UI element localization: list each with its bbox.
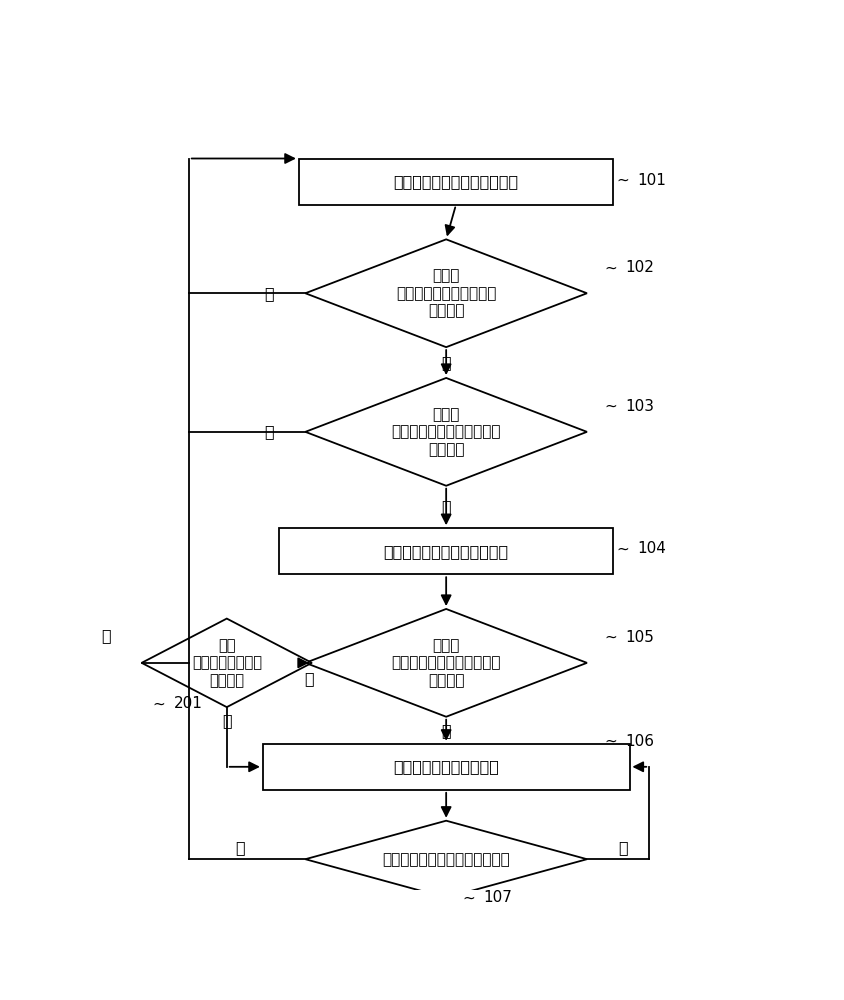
Polygon shape bbox=[305, 609, 587, 717]
Text: ~: ~ bbox=[616, 541, 629, 556]
Text: 是: 是 bbox=[235, 840, 245, 855]
Text: 获取该空调器的冷湿运行时间: 获取该空调器的冷湿运行时间 bbox=[383, 544, 508, 559]
Polygon shape bbox=[305, 239, 587, 347]
Text: 106: 106 bbox=[625, 734, 654, 749]
Text: 控制空调器进入除露模式: 控制空调器进入除露模式 bbox=[392, 759, 499, 774]
Text: 101: 101 bbox=[636, 173, 665, 188]
Text: ~: ~ bbox=[604, 630, 617, 645]
Text: 是: 是 bbox=[222, 713, 231, 728]
Text: 否: 否 bbox=[304, 671, 313, 686]
Polygon shape bbox=[305, 821, 587, 898]
Text: ~: ~ bbox=[604, 399, 617, 414]
Text: 103: 103 bbox=[625, 399, 654, 414]
Text: 检测
空调器是否转变为
关机模式: 检测 空调器是否转变为 关机模式 bbox=[192, 638, 262, 688]
Text: 检测当前环境的空气相对湿度: 检测当前环境的空气相对湿度 bbox=[393, 174, 518, 189]
Polygon shape bbox=[305, 378, 587, 486]
Text: 否: 否 bbox=[100, 628, 111, 643]
Text: 是: 是 bbox=[441, 723, 451, 738]
Text: 判断该
冷湿运行时间是否大于第一
预设时间: 判断该 冷湿运行时间是否大于第一 预设时间 bbox=[391, 638, 500, 688]
Text: 是: 是 bbox=[441, 355, 451, 370]
Bar bbox=[279, 528, 613, 574]
Text: 判断空
调器是否工作在制冷模式或
除湿模式: 判断空 调器是否工作在制冷模式或 除湿模式 bbox=[391, 407, 500, 457]
Text: 否: 否 bbox=[264, 424, 273, 439]
Text: 201: 201 bbox=[174, 696, 203, 711]
Text: ~: ~ bbox=[462, 890, 474, 905]
Bar bbox=[262, 744, 629, 790]
Text: 107: 107 bbox=[483, 890, 511, 905]
Text: ~: ~ bbox=[153, 696, 165, 711]
Text: ~: ~ bbox=[604, 260, 617, 275]
Text: 否: 否 bbox=[264, 286, 273, 301]
Bar bbox=[299, 159, 613, 205]
Text: ~: ~ bbox=[616, 173, 629, 188]
Text: 判断空调器的除露模式是否结束: 判断空调器的除露模式是否结束 bbox=[381, 852, 510, 867]
Text: 判断上
述空气相对湿度是否大于
预设湿度: 判断上 述空气相对湿度是否大于 预设湿度 bbox=[396, 268, 495, 318]
Text: 否: 否 bbox=[618, 840, 627, 855]
Polygon shape bbox=[142, 619, 311, 707]
Text: 105: 105 bbox=[625, 630, 654, 645]
Text: 104: 104 bbox=[636, 541, 665, 556]
Text: ~: ~ bbox=[604, 734, 617, 749]
Text: 102: 102 bbox=[625, 260, 654, 275]
Text: 是: 是 bbox=[441, 499, 451, 514]
